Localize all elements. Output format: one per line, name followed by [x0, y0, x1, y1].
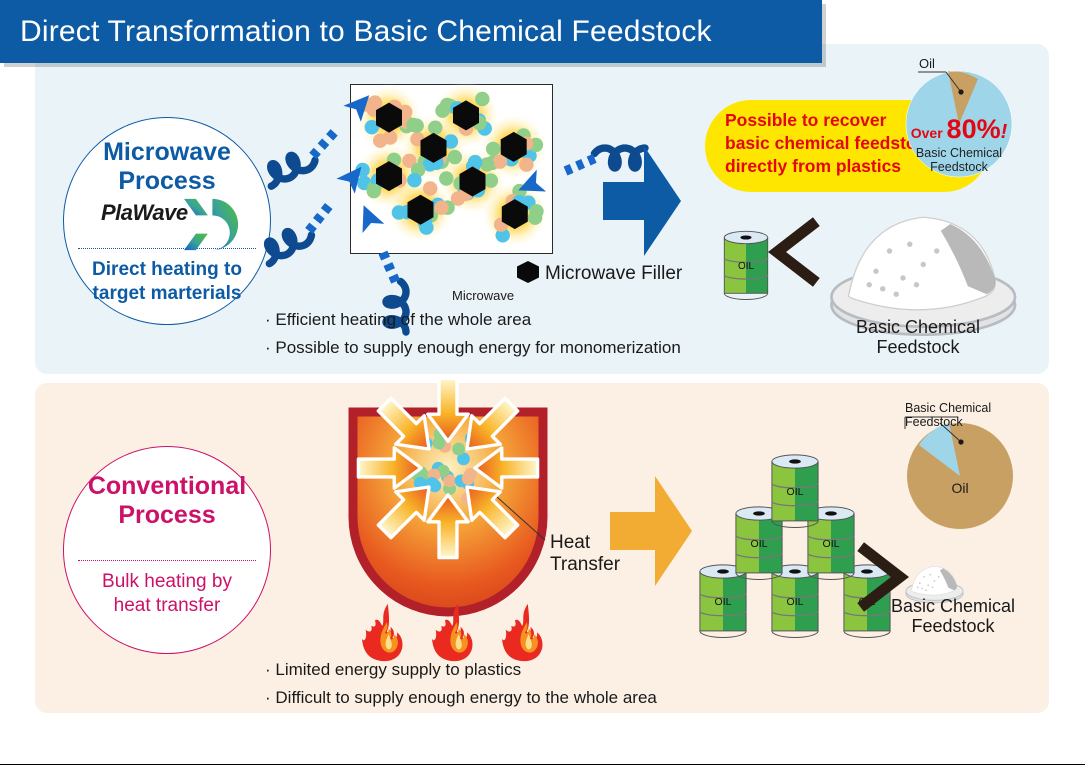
svg-text:Feedstock: Feedstock: [930, 160, 988, 174]
svg-text:Heat: Heat: [550, 532, 591, 553]
svg-text:Feedstock: Feedstock: [905, 415, 963, 429]
svg-text:Oil: Oil: [951, 480, 968, 496]
svg-text:Feedstock: Feedstock: [876, 337, 960, 357]
svg-text:Feedstock: Feedstock: [911, 616, 995, 636]
svg-text:Basic Chemical: Basic Chemical: [916, 146, 1002, 160]
svg-text:Basic Chemical: Basic Chemical: [891, 596, 1015, 616]
svg-text:Transfer: Transfer: [550, 554, 621, 575]
svg-text:Oil: Oil: [919, 56, 935, 71]
svg-text:Basic Chemical: Basic Chemical: [905, 401, 991, 415]
svg-text:Basic Chemical: Basic Chemical: [856, 317, 980, 337]
